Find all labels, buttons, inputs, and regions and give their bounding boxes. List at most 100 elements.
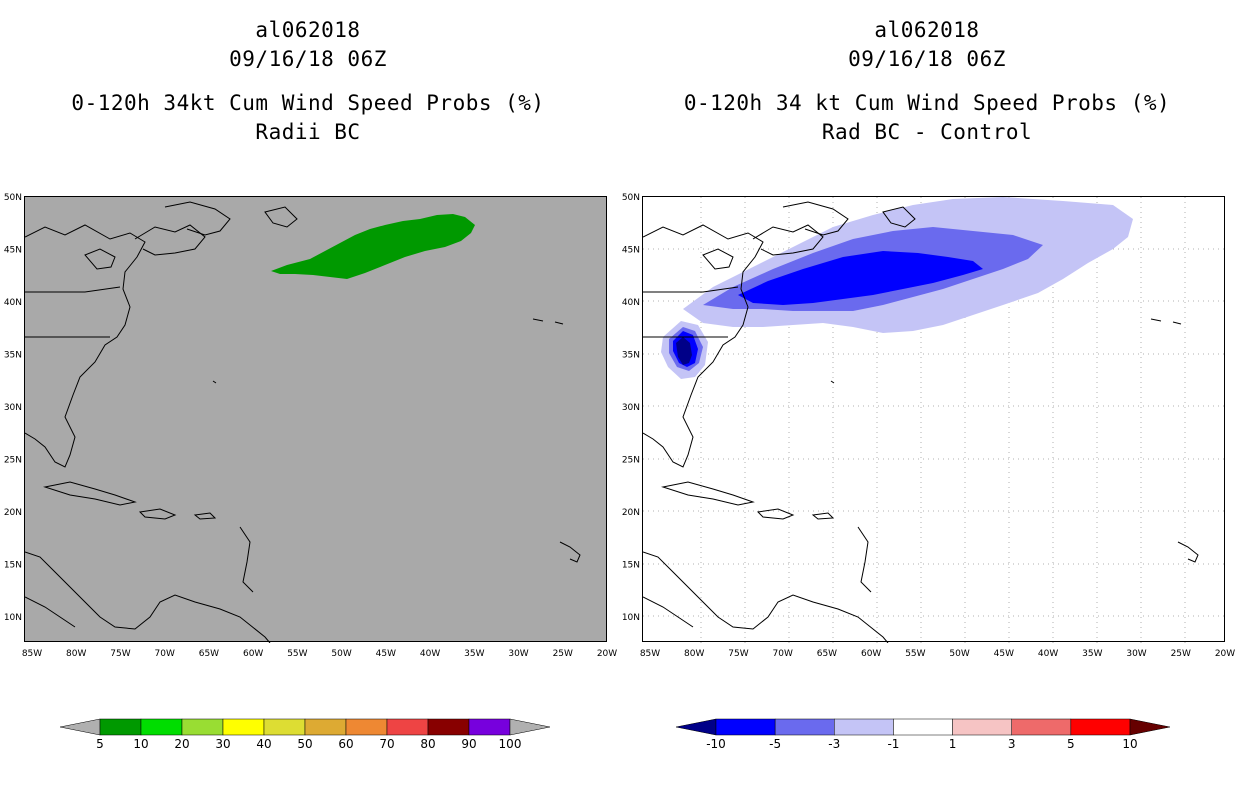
right-product-title: 0-120h 34 kt Cum Wind Speed Probs (%) (683, 91, 1171, 115)
right-lon-labels: 85W 80W 75W 70W 65W 60W 55W 50W 45W 40W 35W 30W 25W 2… (640, 649, 1235, 659)
colorbar-end-low (59, 718, 101, 736)
colorbar-swatch (774, 718, 835, 736)
colorbar-swatch (222, 718, 265, 736)
colorbar-label: 100 (499, 737, 522, 751)
lon-label: 70W (773, 649, 793, 659)
right-title-block: al062018 09/16/18 06Z 0-120h 34 kt Cum W… (627, 16, 1227, 147)
left-datetime: 09/16/18 06Z (229, 47, 387, 71)
lat-label: 25N (4, 456, 22, 466)
colorbar-swatch (427, 718, 470, 736)
lon-label: 85W (640, 649, 660, 659)
lat-label: 35N (4, 351, 22, 361)
colorbar-swatch (263, 718, 306, 736)
lat-label: 10N (622, 613, 640, 623)
lon-label: 50W (331, 649, 351, 659)
colorbar-label: -3 (828, 737, 840, 751)
lat-label: 10N (4, 613, 22, 623)
lon-label: 20W (597, 649, 617, 659)
left-variant-title: Radii BC (255, 120, 361, 144)
left-map-svg (24, 201, 581, 644)
lon-label: 30W (508, 649, 528, 659)
lon-label: 25W (1171, 649, 1191, 659)
lat-label: 40N (622, 298, 640, 308)
right-datetime: 09/16/18 06Z (848, 47, 1006, 71)
colorbar-swatch (834, 718, 894, 736)
right-map-svg (642, 197, 1226, 644)
lon-label: 40W (420, 649, 440, 659)
colorbar-label: -5 (769, 737, 781, 751)
colorbar-label: 1 (949, 737, 957, 751)
colorbar-swatch (715, 718, 776, 736)
lon-label: 80W (684, 649, 704, 659)
colorbar-label: 10 (1122, 737, 1137, 751)
left-coastlines (24, 201, 581, 644)
left-title-block: al062018 09/16/18 06Z 0-120h 34kt Cum Wi… (8, 16, 608, 147)
colorbar-swatch (952, 718, 1012, 736)
left-lon-labels: 85W 80W 75W 70W 65W 60W 55W 50W 45W 40W 35W 30W 25W 2… (22, 649, 617, 659)
lat-label: 50N (4, 193, 22, 203)
lon-label: 75W (110, 649, 130, 659)
colorbar-label: 50 (297, 737, 312, 751)
diff-contour-darkest (676, 337, 692, 365)
lon-label: 55W (287, 649, 307, 659)
right-lat-labels: 50N 45N 40N 35N 30N 25N 20N 15N 10N (622, 193, 640, 623)
colorbar-label: 60 (338, 737, 353, 751)
colorbar-swatch (386, 718, 429, 736)
lon-label: 45W (994, 649, 1014, 659)
colorbar-end-high (509, 718, 551, 736)
colorbar-label: 40 (256, 737, 271, 751)
colorbar-swatch (893, 718, 953, 736)
colorbar-label: 20 (174, 737, 189, 751)
colorbar-swatch (1070, 718, 1131, 736)
colorbar-label: 30 (215, 737, 230, 751)
lon-label: 50W (949, 649, 969, 659)
colorbar-label: 5 (1067, 737, 1075, 751)
lon-label: 35W (1082, 649, 1102, 659)
lat-label: 30N (622, 403, 640, 413)
lat-label: 50N (622, 193, 640, 203)
left-product-title: 0-120h 34kt Cum Wind Speed Probs (%) (71, 91, 545, 115)
left-storm-id: al062018 (255, 18, 361, 42)
lat-label: 15N (622, 561, 640, 571)
lon-label: 40W (1038, 649, 1058, 659)
lon-label: 25W (553, 649, 573, 659)
colorbar-label: 80 (420, 737, 435, 751)
colorbar-label: 10 (133, 737, 148, 751)
lat-label: 20N (4, 508, 22, 518)
probability-swath (271, 214, 475, 279)
lon-label: 75W (728, 649, 748, 659)
lat-label: 20N (622, 508, 640, 518)
colorbar-swatch (181, 718, 224, 736)
lat-label: 25N (622, 456, 640, 466)
lat-label: 40N (4, 298, 22, 308)
colorbar-swatch (140, 718, 183, 736)
lat-label: 35N (622, 351, 640, 361)
colorbar-label: -10 (706, 737, 726, 751)
right-variant-title: Rad BC - Control (821, 120, 1033, 144)
right-map-panel (642, 196, 1226, 644)
right-colorbar: -10 -5 -3 -1 1 3 5 10 (675, 718, 1171, 751)
lon-label: 30W (1126, 649, 1146, 659)
lat-label: 45N (4, 246, 22, 256)
diff-contour-strong (738, 251, 983, 305)
colorbar-swatch (1011, 718, 1072, 736)
colorbar-swatch (304, 718, 347, 736)
lon-label: 35W (464, 649, 484, 659)
lon-label: 65W (817, 649, 837, 659)
colorbar-swatch (99, 718, 142, 736)
lon-label: 70W (155, 649, 175, 659)
colorbar-label: 3 (1008, 737, 1016, 751)
lon-label: 60W (861, 649, 881, 659)
colorbar-swatch (345, 718, 388, 736)
colorbar-label: 90 (461, 737, 476, 751)
right-map-grid (643, 197, 1226, 643)
lon-label: 65W (199, 649, 219, 659)
lat-label: 45N (622, 246, 640, 256)
lon-label: 85W (22, 649, 42, 659)
right-storm-id: al062018 (874, 18, 980, 42)
colorbar-end-high (1129, 718, 1171, 736)
left-colorbar: 5 10 20 30 40 50 60 70 80 90 100 (59, 718, 551, 751)
lon-label: 45W (376, 649, 396, 659)
colorbar-swatch (468, 718, 511, 736)
